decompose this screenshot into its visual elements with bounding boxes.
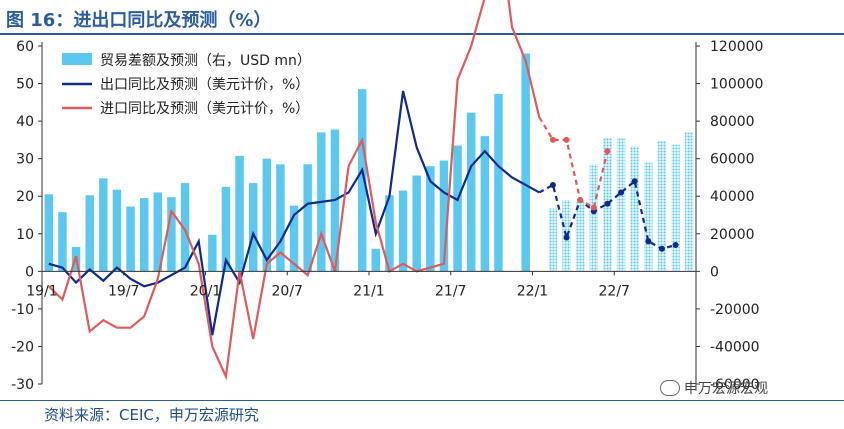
trade-balance-bar [466,112,476,272]
chart-svg: 60 50 40 30 20 10 0 -10 -20 -30 120000 100000 80000 6… [11,0,763,393]
left-tick-label: -30 [11,377,34,393]
trade-balance-bar [630,146,639,272]
x-tick-label: 21/7 [435,283,466,299]
x-tick-label: 20/1 [190,283,221,299]
trade-balance-bar [371,248,381,272]
trade-balance-bar [208,234,217,272]
left-tick-label: 0 [25,264,34,280]
trade-balance-bar [575,199,585,272]
trade-balance-bar [112,189,122,272]
trade-balance-bar [684,132,694,272]
import-yoy-line [48,0,541,381]
trade-balance-bar [44,194,54,272]
import-yoy-forecast-point [590,204,597,211]
trade-balance-bar [248,183,258,272]
trade-balance-bar [139,198,149,272]
export-yoy-forecast-point [549,181,556,188]
trade-balance-bar [276,164,285,272]
trade-balance-bar [357,89,367,272]
trade-balance-bar [671,144,680,272]
left-tick-label: 10 [16,227,34,243]
trade-balance-bar [180,183,190,272]
left-tick-label: 50 [16,77,34,93]
trade-balance-bar [412,175,421,272]
trade-balance-bar [99,178,108,272]
export-yoy-forecast-line [538,179,676,250]
right-tick-label: 60000 [710,152,755,168]
trade-balance-bar [494,93,503,272]
trade-balance-bar [303,164,312,272]
left-tick-label: 30 [16,152,34,168]
trade-balance-bar [426,166,435,272]
export-yoy-forecast-point [672,242,679,249]
trade-balance-bar [398,190,408,272]
import-yoy-forecast-point [549,136,556,143]
chart-title: 图 16：进出口同比及预测（%） [6,10,272,31]
left-tick-label: 60 [16,39,34,55]
title-divider [0,33,844,35]
x-tick-label: 22/7 [599,283,630,299]
trade-balance-bar [589,164,599,272]
export-yoy-line [48,90,540,336]
trade-balance-bar [289,205,299,272]
right-tick-label: 100000 [710,77,763,93]
left-tick-label: -20 [11,339,34,355]
right-tick-label: 0 [710,264,719,280]
right-tick-label: 40000 [710,189,755,205]
left-tick-label: 40 [16,114,34,130]
legend-swatch-bar [62,53,92,65]
x-tick-label: 19/7 [108,283,139,299]
trade-balance-bar [167,197,176,272]
trade-balance-bar [453,145,462,272]
export-yoy-forecast-point [563,234,570,241]
x-tick-label: 22/1 [517,283,548,299]
export-yoy-forecast-point [618,189,625,196]
trade-balance-bar [657,140,667,272]
import-yoy-forecast-line [538,116,609,210]
x-tick-label: 21/1 [353,283,384,299]
import-yoy-forecast-point [604,148,611,155]
source-divider [0,400,844,401]
export-yoy-forecast-point [604,200,611,207]
trade-balance-bar [221,186,231,272]
trade-balance-bar [521,53,530,272]
right-tick-label: 120000 [710,39,763,55]
trade-balance-bar [644,162,653,272]
trade-balance-bar [439,160,449,272]
export-yoy-forecast-point [645,238,652,245]
trade-balance-bar [153,192,163,272]
trade-balance-bar [385,195,394,272]
wechat-icon [660,380,680,396]
legend-label: 贸易差额及预测（右，USD mn） [100,53,311,69]
right-tick-label: -40000 [710,339,760,355]
x-tick-label: 19/1 [26,283,57,299]
right-tick-label: -20000 [710,302,760,318]
left-tick-label: -10 [11,302,34,318]
trade-balance-bar [126,206,135,272]
trade-balance-bar [235,155,244,272]
export-yoy-forecast-point [658,245,665,252]
legend-label: 进口同比及预测（美元计价，%） [100,101,309,117]
x-tick-label: 20/7 [272,283,303,299]
watermark-text: 申万宏源宏观 [684,381,768,397]
trade-balance-bar [85,195,94,272]
trade-balance-bar [58,212,67,272]
right-tick-label: 80000 [710,114,755,130]
right-tick-label: -60000 [710,377,760,393]
trade-balance-bar [616,138,626,272]
import-yoy-forecast-point [577,196,584,203]
export-yoy-forecast-point [631,178,638,185]
right-tick-label: 20000 [710,227,755,243]
source-note: 资料来源：CEIC，申万宏源研究 [44,406,259,424]
legend-label: 出口同比及预测（美元计价，%） [100,77,309,93]
left-tick-label: 20 [16,189,34,205]
import-yoy-forecast-point [563,136,570,143]
trade-balance-bar [548,208,558,272]
watermark: 申万宏源宏观 [660,378,768,398]
trade-balance-bar [480,136,490,272]
trade-balance-bar [262,158,272,272]
